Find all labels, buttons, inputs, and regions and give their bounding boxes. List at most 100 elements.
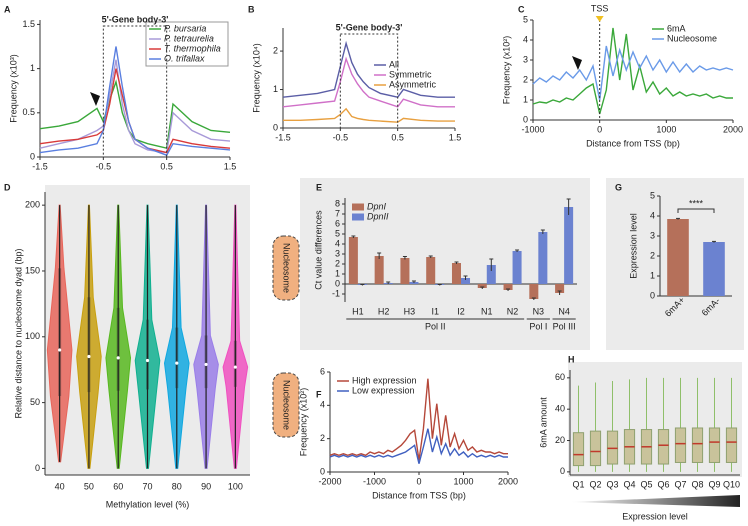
x-tick-label: 40	[55, 481, 65, 491]
x-tick-label: Q8	[691, 479, 703, 489]
tss-marker	[595, 16, 604, 22]
y-tick-label: 1.5	[22, 19, 35, 29]
expression-gradient	[570, 495, 740, 507]
y-tick-label: 0	[30, 151, 35, 161]
violin-median	[175, 361, 179, 365]
y-tick-label: 6	[335, 218, 340, 228]
bar	[451, 263, 461, 284]
box	[708, 427, 721, 463]
y-tick-label: 2	[273, 45, 278, 55]
legend-swatch	[352, 203, 364, 211]
x-tick-label: 70	[142, 481, 152, 491]
bar	[461, 278, 471, 284]
legend-label: Symmetric	[389, 69, 432, 79]
y-axis-label: Expression level	[628, 213, 638, 279]
y-tick-label: 1	[650, 270, 655, 280]
violin-box	[146, 319, 149, 390]
series-line	[532, 27, 733, 115]
x-tick-label: N2	[507, 306, 519, 316]
y-tick-label: 0	[560, 466, 565, 476]
box	[725, 427, 738, 463]
panel-letter: E	[316, 182, 322, 192]
y-tick-label: 8	[335, 198, 340, 208]
y-tick-label: 0.5	[22, 107, 35, 117]
y-tick-label: 4	[335, 238, 340, 248]
y-tick-label: 60	[555, 372, 565, 382]
x-tick-label: Q4	[623, 479, 635, 489]
panel-letter: D	[4, 182, 11, 192]
bar	[400, 258, 410, 284]
legend-label: O. trifallax	[164, 53, 205, 63]
arrow	[572, 56, 582, 70]
x-tick-label: -0.5	[96, 161, 112, 171]
bar	[348, 237, 358, 284]
y-tick-label: 5	[335, 228, 340, 238]
x-tick-label: 1000	[453, 476, 473, 486]
legend-label: Low expression	[352, 385, 415, 395]
y-tick-label: 40	[555, 404, 565, 414]
significance-bracket	[677, 208, 715, 213]
y-tick-label: 5	[523, 14, 528, 24]
bar	[703, 242, 725, 296]
group-label: Pol III	[553, 321, 576, 331]
gene-body-label: 5'-Gene body-3'	[102, 14, 169, 24]
nucleosome-blob	[272, 372, 300, 438]
x-tick-label: -1.5	[32, 161, 48, 171]
y-tick-label: 2	[523, 74, 528, 84]
nucleosome-blob	[272, 235, 300, 301]
x-tick-label: Q1	[572, 479, 584, 489]
x-tick-label: 0	[416, 476, 421, 486]
series-line	[329, 428, 508, 464]
x-tick-label: N1	[481, 306, 493, 316]
x-tick-label: -0.5	[333, 132, 349, 142]
y-tick-label: 200	[25, 200, 40, 210]
x-tick-label: 2000	[498, 476, 518, 486]
legend-label: High expression	[352, 375, 417, 385]
y-tick-label: 1	[273, 84, 278, 94]
x-tick-label: Q3	[606, 479, 618, 489]
box	[589, 430, 602, 467]
y-tick-label: 0	[335, 278, 340, 288]
arrow	[90, 92, 100, 106]
series-line	[39, 59, 231, 154]
violin-box	[116, 307, 120, 391]
significance-label: ****	[689, 198, 704, 208]
y-tick-label: 7	[335, 208, 340, 218]
bar	[374, 256, 384, 284]
x-tick-label: I2	[457, 306, 465, 316]
y-axis-label: Frequency (x10²)	[501, 36, 511, 105]
x-tick-label: Q7	[674, 479, 686, 489]
panel-letter: A	[4, 4, 11, 14]
violin-median	[58, 348, 62, 352]
y-axis-label: Ct value differences	[313, 210, 323, 290]
x-tick-label: 2000	[723, 124, 743, 134]
x-tick-label: Q5	[640, 479, 652, 489]
y-axis-label: 6mA amount	[538, 397, 548, 448]
legend-label: Asymmetric	[389, 79, 436, 89]
x-tick-label: 0.5	[391, 132, 404, 142]
x-tick-label: 1.5	[224, 161, 237, 171]
y-axis-label: Frequency (x10³)	[8, 54, 18, 123]
legend-label: DpnII	[367, 211, 389, 221]
y-tick-label: 0	[523, 114, 528, 124]
nucleosome-label: Nucleosome	[282, 243, 292, 293]
y-tick-label: 150	[25, 265, 40, 275]
y-tick-label: 0	[35, 463, 40, 473]
x-tick-label: 100	[228, 481, 243, 491]
x-tick-label: 90	[201, 481, 211, 491]
violin-median	[116, 356, 120, 360]
y-tick-label: 50	[30, 397, 40, 407]
gene-body-label: 5'-Gene body-3'	[336, 22, 403, 32]
y-tick-label: 0	[320, 466, 325, 476]
series-line	[39, 79, 231, 150]
y-tick-label: 100	[25, 331, 40, 341]
box	[674, 427, 687, 463]
box	[606, 430, 619, 465]
y-tick-label: 5	[650, 190, 655, 200]
tss-label: TSS	[591, 3, 609, 13]
series-line	[282, 56, 455, 108]
panel-letter: C	[518, 4, 525, 14]
legend-label: P. tetraurelia	[164, 33, 214, 43]
series-line	[329, 378, 508, 461]
